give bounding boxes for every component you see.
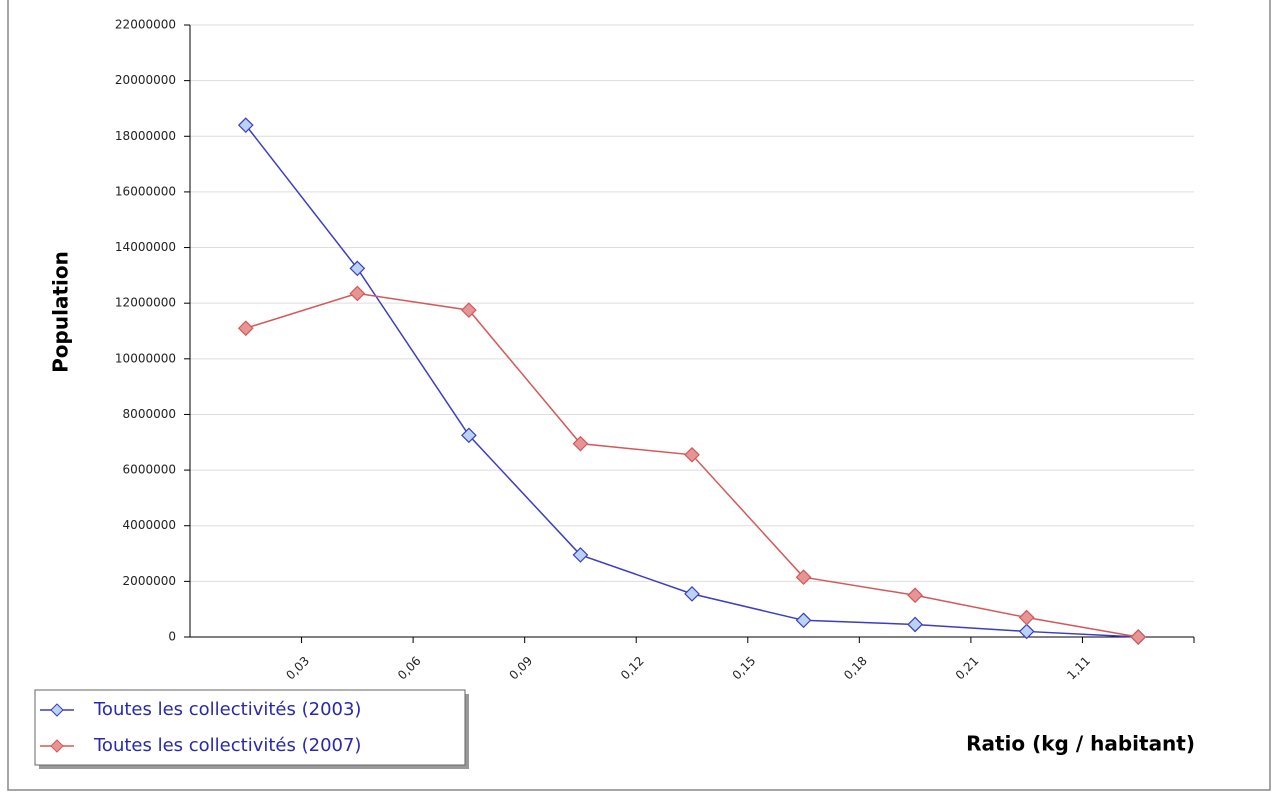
y-tick-label: 16000000 <box>115 184 176 198</box>
marker <box>237 117 254 133</box>
legend-label: Toutes les collectivités (2003) <box>93 699 361 720</box>
marker <box>684 446 700 463</box>
marker <box>1130 629 1147 645</box>
y-tick-label: 12000000 <box>115 296 176 310</box>
legend-marker <box>50 739 64 753</box>
x-axis-label: Ratio (kg / habitant) <box>966 732 1195 756</box>
marker <box>237 320 254 337</box>
x-tick-label: 0,18 <box>841 654 870 683</box>
marker <box>795 612 812 629</box>
marker <box>572 435 589 452</box>
marker <box>349 260 366 277</box>
y-tick-label: 8000000 <box>123 407 176 421</box>
x-tick-label: 0,12 <box>618 654 647 683</box>
y-tick-label: 14000000 <box>115 240 176 254</box>
x-tick-label: 0,03 <box>283 654 312 683</box>
legend-marker <box>50 703 64 717</box>
x-tick-label: 0,06 <box>395 654 424 683</box>
x-tick-label: 0,09 <box>506 654 535 683</box>
y-tick-label: 6000000 <box>123 463 176 477</box>
x-tick-label: 1,11 <box>1064 654 1093 683</box>
marker <box>349 285 366 302</box>
y-axis-label: Population <box>49 251 73 373</box>
marker <box>572 547 589 563</box>
x-tick-label: 0,15 <box>730 654 759 683</box>
legend-label: Toutes les collectivités (2007) <box>93 735 361 756</box>
legend <box>34 689 466 766</box>
y-tick-label: 20000000 <box>115 73 176 87</box>
marker <box>907 587 923 604</box>
x-tick-label: 0,21 <box>953 654 982 683</box>
y-tick-label: 18000000 <box>115 129 176 143</box>
y-tick-label: 0 <box>168 630 176 644</box>
marker <box>1018 623 1035 640</box>
series-line <box>245 124 1139 638</box>
y-tick-label: 4000000 <box>123 518 176 532</box>
frame <box>7 0 1271 791</box>
marker <box>1018 609 1035 626</box>
marker <box>461 427 477 444</box>
y-tick-label: 22000000 <box>115 18 176 32</box>
series-line <box>245 292 1139 638</box>
marker <box>684 586 700 602</box>
y-tick-label: 10000000 <box>115 351 176 365</box>
marker <box>461 302 477 318</box>
marker <box>907 616 923 633</box>
y-tick-label: 2000000 <box>123 574 176 588</box>
marker <box>795 569 812 586</box>
